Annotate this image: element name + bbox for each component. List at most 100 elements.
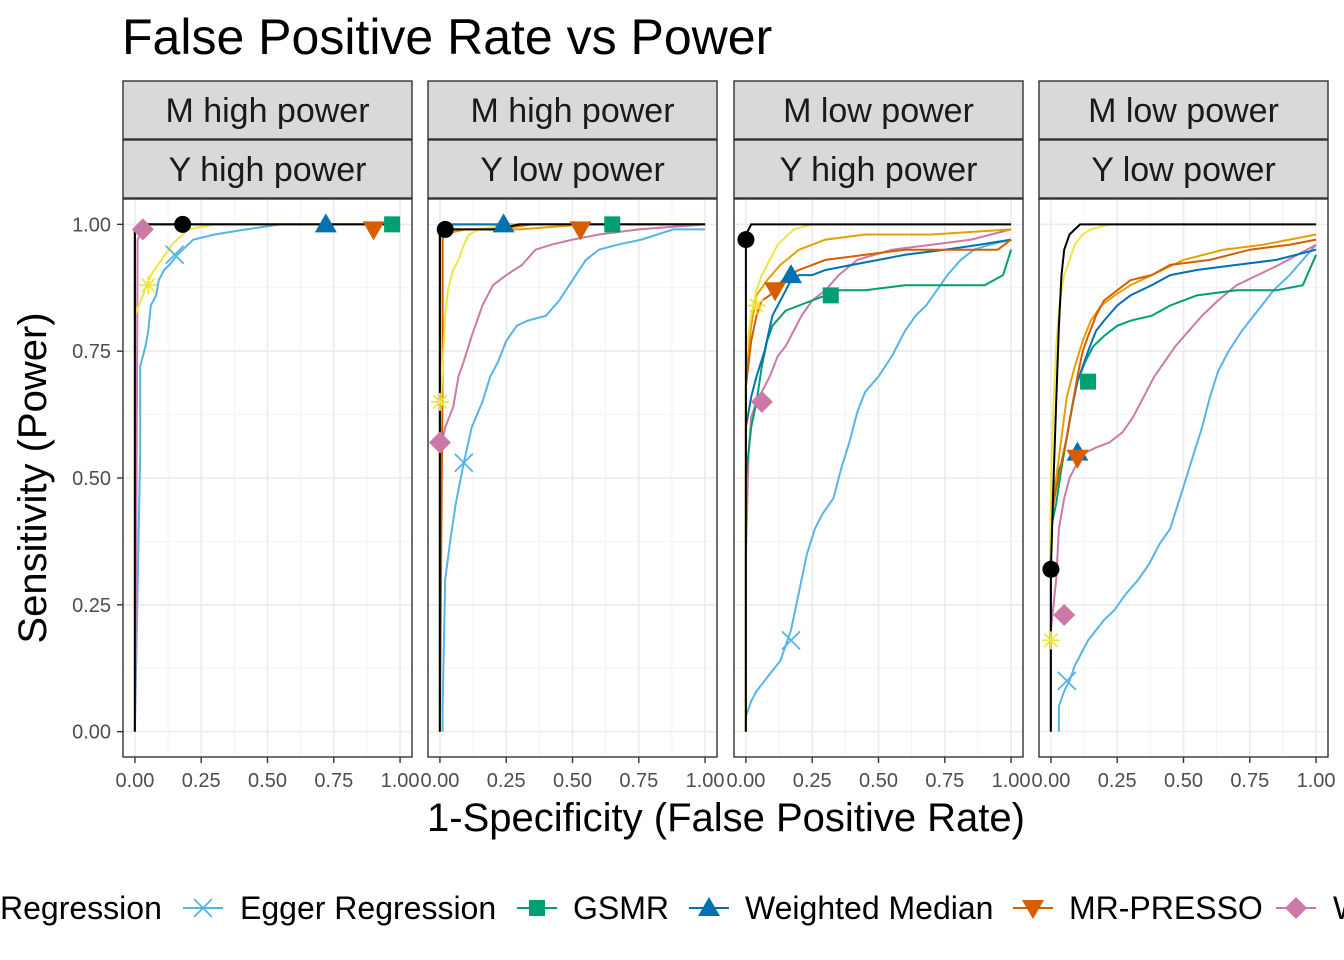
facet-panel-3: M low power Y high power 0.00 0.25 0.50 0.75 1… (726, 80, 1031, 792)
strip-bottom-label: Y high power (169, 151, 367, 189)
strip-top-label: M high power (470, 92, 674, 130)
facet-panel-4: M low power Y low power 0.00 0.25 0.50 0.75 1.… (1031, 80, 1336, 792)
series-line-gsmr (1049, 254, 1318, 732)
x-tick-label: 0.50 (553, 770, 592, 792)
legend-key-marker (529, 900, 545, 916)
series-line-ivw (744, 223, 1012, 732)
series-line-yellow (744, 223, 1012, 732)
legend-key-marker (698, 897, 720, 916)
series-line-presso (1049, 238, 1317, 732)
strip-bottom (1038, 139, 1329, 199)
legend-entry-egger: Egger Regression (183, 890, 496, 926)
series-line-wmode (438, 223, 706, 732)
x-tick-label: 1.00 (992, 770, 1031, 792)
legend-entry-presso: MR-PRESSO (1013, 890, 1263, 926)
point-wmed (314, 213, 337, 233)
series-line-yellow (1049, 223, 1317, 732)
legend-key-marker (1022, 900, 1044, 919)
series-line-orange (744, 228, 1012, 732)
x-tick-label: 1.00 (381, 770, 420, 792)
series-line-egger (133, 223, 401, 732)
series-line-egger (744, 238, 1012, 732)
legend-key-marker (1285, 897, 1307, 919)
strip-top (427, 80, 718, 140)
point-wmed (780, 264, 803, 284)
point-gsmr (604, 216, 621, 233)
point-wmed (492, 213, 515, 233)
y-axis-label: Sensitivity (Power) (11, 312, 55, 643)
point-yellow (139, 276, 158, 295)
strip-top-label: M high power (165, 92, 369, 130)
y-tick-label: 0.00 (72, 722, 111, 744)
strip-bottom-label: Y high power (780, 151, 978, 189)
strip-bottom (733, 139, 1024, 199)
facet-panel-1: M high power Y high power 0.00 0.25 0.50 0.75… (72, 80, 420, 792)
point-presso (362, 221, 385, 241)
strip-bottom (122, 139, 413, 199)
point-egger (1057, 671, 1077, 691)
x-tick-label: 0.00 (1031, 770, 1070, 792)
point-gsmr (384, 216, 401, 233)
point-egger (781, 630, 801, 650)
x-tick-label: 0.75 (1230, 770, 1269, 792)
x-tick-label: 1.00 (1297, 770, 1336, 792)
x-tick-label: 0.75 (619, 770, 658, 792)
series-line-egger (1057, 244, 1317, 732)
x-tick-label: 0.50 (1164, 770, 1203, 792)
y-tick-label: 0.50 (72, 468, 111, 490)
legend-label: Weighted Median (745, 890, 993, 926)
x-tick-label: 0.00 (726, 770, 765, 792)
series-line-ivw (1049, 223, 1317, 732)
strip-top-label: M low power (783, 92, 974, 130)
x-tick-label: 0.75 (314, 770, 353, 792)
series-line-gsmr (744, 249, 1013, 732)
x-tick-label: 0.25 (1098, 770, 1137, 792)
y-tick-label: 0.25 (72, 595, 111, 617)
legend-entry-ivw: Regression (0, 890, 162, 926)
point-gsmr (1080, 373, 1097, 390)
point-presso (1066, 449, 1089, 469)
legend-entry-gsmr: GSMR (517, 890, 669, 926)
chart-title: False Positive Rate vs Power (122, 9, 772, 65)
y-tick-label: 0.75 (72, 341, 111, 363)
legend-label: W (1333, 890, 1344, 926)
facet-panels: M high power Y high power 0.00 0.25 0.50 0.75… (72, 80, 1336, 792)
series-line-egger (441, 228, 706, 732)
x-tick-label: 1.00 (686, 770, 725, 792)
legend: Regression Egger Regression GSMR Weighted M… (0, 890, 1344, 926)
point-yellow (747, 296, 766, 315)
series-line-wmed (744, 238, 1012, 732)
point-yellow (430, 392, 449, 411)
x-tick-label: 0.75 (925, 770, 964, 792)
legend-label: MR-PRESSO (1069, 890, 1263, 926)
point-ivw (1042, 560, 1060, 578)
legend-key-marker (193, 898, 213, 918)
facet-panel-2: M high power Y low power 0.00 0.25 0.50 0.75 1… (420, 80, 725, 792)
x-tick-label: 0.50 (248, 770, 287, 792)
strip-bottom-label: Y low power (1091, 151, 1276, 189)
legend-entry-wmode: W (1276, 890, 1344, 926)
point-ivw (737, 231, 755, 249)
strip-top-label: M low power (1088, 92, 1279, 130)
x-tick-label: 0.25 (182, 770, 221, 792)
point-wmode (131, 218, 154, 241)
legend-label: Egger Regression (240, 890, 496, 926)
point-presso (764, 282, 787, 302)
y-tick-label: 1.00 (72, 214, 111, 236)
x-tick-label: 0.25 (793, 770, 832, 792)
strip-top (1038, 80, 1329, 140)
legend-entry-wmed: Weighted Median (689, 890, 993, 926)
strip-top (122, 80, 413, 140)
point-ivw (174, 215, 192, 233)
point-wmode (750, 390, 773, 413)
legend-label: GSMR (573, 890, 669, 926)
series-line-yellow (133, 223, 401, 732)
series-line-wmode (744, 228, 1012, 732)
point-yellow (1041, 631, 1060, 650)
legend-label: Regression (0, 890, 162, 926)
point-gsmr (822, 287, 839, 304)
x-tick-label: 0.25 (487, 770, 526, 792)
point-wmode (1053, 603, 1076, 626)
point-presso (569, 221, 592, 241)
